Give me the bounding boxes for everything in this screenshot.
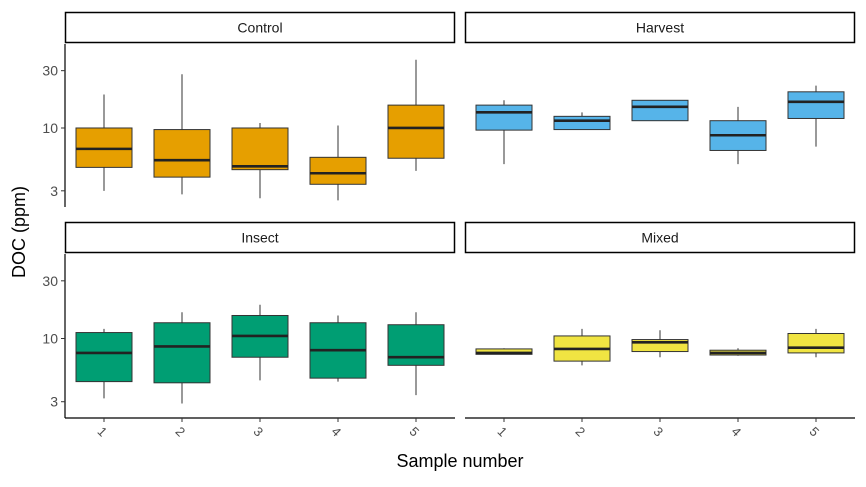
box bbox=[387, 324, 445, 366]
facet-strip bbox=[464, 11, 856, 44]
y-tick-label: 3 bbox=[50, 183, 58, 199]
facet-strip-label: Control bbox=[237, 20, 282, 36]
facet-strip bbox=[64, 221, 456, 254]
x-axis-title: Sample number bbox=[396, 451, 523, 471]
x-tick-label: 3 bbox=[650, 424, 666, 440]
box bbox=[631, 339, 689, 353]
y-tick-label: 30 bbox=[42, 63, 58, 79]
facet-strip bbox=[64, 11, 456, 44]
facet-strip bbox=[464, 221, 856, 254]
x-tick-label: 4 bbox=[328, 424, 344, 440]
x-tick-label: 2 bbox=[572, 424, 588, 440]
x-tick-label: 3 bbox=[250, 424, 266, 440]
box bbox=[553, 115, 611, 131]
facet-strip-label: Mixed bbox=[641, 230, 678, 246]
x-tick-label: 4 bbox=[728, 424, 744, 440]
box bbox=[631, 99, 689, 122]
box bbox=[153, 322, 211, 384]
x-tick-label: 5 bbox=[406, 424, 422, 440]
y-tick-label: 10 bbox=[42, 331, 58, 347]
y-tick-label: 3 bbox=[50, 394, 58, 410]
y-tick-label: 30 bbox=[42, 273, 58, 289]
x-tick-label: 1 bbox=[94, 424, 110, 440]
y-axis-title: DOC (ppm) bbox=[9, 186, 29, 278]
box bbox=[787, 332, 845, 354]
facet-strip-label: Insect bbox=[241, 230, 278, 246]
box bbox=[231, 127, 289, 171]
x-tick-label: 2 bbox=[172, 424, 188, 440]
box bbox=[387, 104, 445, 159]
box bbox=[75, 332, 133, 383]
y-tick-label: 10 bbox=[42, 120, 58, 136]
x-tick-label: 5 bbox=[806, 424, 822, 440]
box bbox=[153, 129, 211, 178]
box bbox=[787, 91, 845, 119]
box bbox=[475, 104, 533, 131]
x-tick-label: 1 bbox=[494, 424, 510, 440]
box bbox=[309, 156, 367, 185]
facet-strip-label: Harvest bbox=[636, 20, 684, 36]
